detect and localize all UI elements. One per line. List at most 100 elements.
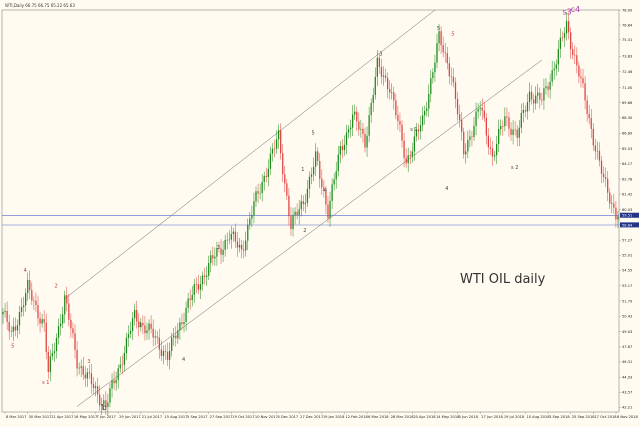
y-tick-label: 72.46 [622,70,633,74]
candle-body [528,91,531,103]
candle-body [514,129,516,131]
wave-label: 1 [139,322,142,328]
wave-label: 1 [301,167,304,173]
candle-body [354,111,356,115]
price-box-label: 59.51 [622,214,632,218]
candle-body [323,187,325,192]
candle-body [407,155,409,164]
candle-body [236,241,239,248]
candle-body [22,305,25,307]
channel-lower-line [76,59,543,407]
candle-body [251,214,253,219]
wave-label: b [102,403,107,412]
x-tick-label: 28 Mar 2018 [391,415,414,419]
symbol-header: WTI,Daily 66.75 66.75 65.22 65.63 [5,3,75,8]
candle-body [286,183,288,196]
candle-body [129,330,132,335]
candle-body [376,57,378,77]
candle-body [533,99,535,104]
candle-body [243,249,245,251]
candle-body [35,300,37,306]
candle-body [617,216,619,220]
candle-body [561,37,564,39]
candle-body [136,309,138,322]
x-tick-label: 3 Sep 2018 [549,415,570,419]
candle-body [479,107,481,110]
candle-body [397,115,399,121]
candle-body [485,117,487,136]
candle-body [452,76,455,83]
candle-body [500,126,502,130]
candle-body [90,373,93,385]
candle-body [224,239,226,250]
x-axis: 8 Mar 2017 30 Mar 2017 21 Apr 2017 16 May 2… [4,412,638,419]
candle-body [594,145,596,152]
candle-body [199,284,202,290]
candle-body [567,21,570,33]
candle-body [502,126,504,127]
candle-body [364,133,366,148]
candle-body [329,200,331,219]
candle-body [115,379,117,384]
x-tick-label: 8 Mar 2017 [6,415,27,419]
x-tick-label: 20 Apr 2018 [413,415,436,419]
x-tick-label: 6 Mar 2018 [368,415,389,419]
wave-label: 5 [11,344,14,350]
candle-body [551,70,553,82]
candle-body [308,176,311,189]
candle-body [349,127,352,130]
candle-body [275,139,278,149]
candle-body [358,121,360,130]
candle-body [37,305,39,319]
y-tick-label: 62.78 [622,177,633,181]
candle-body [370,102,372,116]
candles [2,11,619,416]
candle-body [82,366,84,375]
y-tick-label: 51.79 [622,299,633,303]
candle-body [6,310,8,322]
candle-body [380,67,383,77]
candle-body [430,78,432,94]
candle-body [333,179,335,185]
wave-label: 5 [451,32,454,38]
candle-body [292,215,294,230]
candle-body [284,174,286,184]
candle-body [86,372,88,379]
price-box [620,212,639,218]
candle-body [473,125,475,137]
candle-body [469,136,471,141]
candle-body [382,75,385,77]
candle-body [389,89,391,93]
candle-body [327,204,329,219]
candle-body [41,319,43,324]
y-tick-label: 54.55 [622,269,632,273]
candle-body [59,323,62,327]
candle-body [55,337,58,352]
x-tick-label: 27 Jun 2018 [481,415,503,419]
candle-body [212,255,214,259]
y-tick-label: 65.53 [622,147,632,151]
candle-body [432,72,434,79]
candle-body [222,249,224,255]
candle-body [555,64,557,69]
candle-body [602,173,605,178]
x-tick-label: 10 Nov 2017 [255,415,278,419]
candle-body [51,353,54,357]
channel-lines [1,9,620,413]
candle-body [117,368,119,380]
price-box [620,222,639,228]
candle-body [563,33,566,38]
candle-body [341,146,344,151]
candle-body [434,62,436,73]
candle-body [549,81,551,90]
x-tick-label: 7 Jun 2017 [97,415,116,419]
candle-body [107,402,109,408]
candle-body [134,309,136,319]
candle-body [395,100,397,116]
candle-body [436,43,438,63]
y-axis: 78.00 76.64 75.31 73.83 72.46 71.00 69.66 68.30… [619,8,639,410]
candle-body [440,31,442,46]
candle-body [78,367,80,369]
candle-body [456,98,459,115]
candle-body [465,151,467,155]
